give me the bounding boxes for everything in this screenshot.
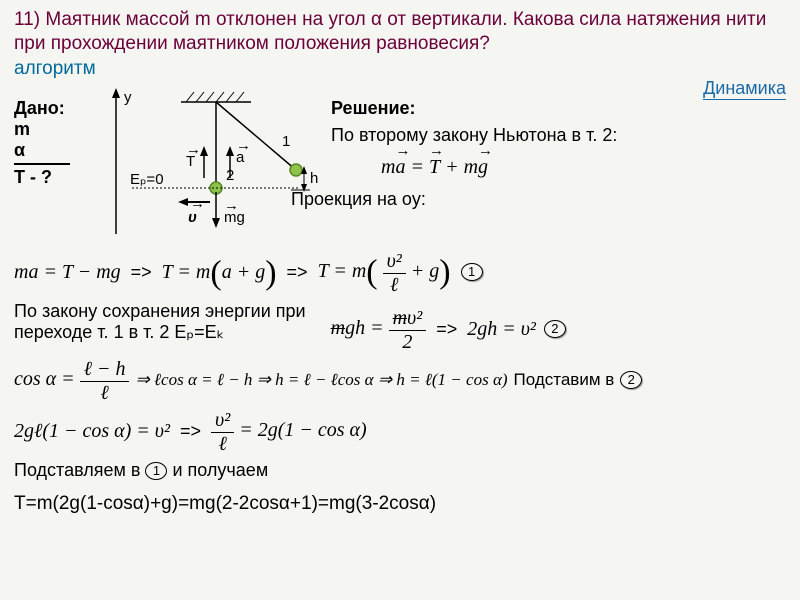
eq-proj-mid: T = m(a + g) [162, 261, 277, 284]
eq-cos-row: cos α = ℓ − hℓ ⇒ ℓcos α = ℓ − h ⇒ h = ℓ … [14, 358, 786, 403]
eq-energy-lhs: mgh = mυ²2 [331, 307, 427, 352]
ref-1b: 1 [145, 462, 167, 480]
eq-line5a: 2gℓ(1 − cos α) = υ² [14, 420, 170, 443]
pos1-label: 1 [282, 133, 290, 150]
pendulum-diagram: у 1 2 h Eₚ=0 [86, 84, 321, 244]
ref-1: 1 [461, 263, 483, 281]
dynamics-link[interactable]: Динамика [703, 78, 786, 100]
axis-y-label: у [124, 89, 132, 106]
implies-1: => [131, 262, 152, 283]
eq-line5: 2gℓ(1 − cos α) = υ² => υ²ℓ = 2g(1 − cos … [14, 409, 786, 454]
given-m: m [14, 119, 86, 140]
problem-statement: 11) Маятник массой m отклонен на угол α … [14, 8, 786, 56]
ref-2a: 2 [544, 320, 566, 338]
answer: T=m(2g(1-cosα)+g)=mg(2-2cosα+1)=mg(3-2co… [14, 493, 786, 515]
svg-text:→: → [224, 197, 239, 214]
subst-text-2: Подставим в [514, 370, 615, 390]
energy-text-1: По закону сохранения энергии при [14, 301, 306, 322]
implies-2: => [287, 262, 308, 283]
energy-row: По закону сохранения энергии при переход… [14, 301, 786, 352]
given-title: Дано: [14, 98, 86, 119]
given-question: T - ? [14, 167, 86, 188]
eq-projection-row: ma = T − mg => T = m(a + g) => T = m( υ²… [14, 250, 786, 295]
svg-text:→: → [190, 195, 205, 212]
ref-2b: 2 [620, 371, 642, 389]
eq-cos-chain: ⇒ ℓcos α = ℓ − h ⇒ h = ℓ − ℓcos α ⇒ h = … [135, 370, 507, 390]
implies-3: => [436, 319, 457, 340]
given-alpha: α [14, 140, 86, 161]
eq-newton-vector: ma = T + mg [381, 156, 786, 179]
eq-cos-lhs: cos α = ℓ − hℓ [14, 358, 129, 403]
ep-label: Eₚ=0 [130, 171, 164, 188]
eq-energy-rhs: 2gh = υ² [467, 318, 536, 341]
eq-line5b: υ²ℓ = 2g(1 − cos α) [211, 409, 367, 454]
eq-proj-lhs: ma = T − mg [14, 261, 121, 284]
eq-proj-rhs: T = m( υ²ℓ + g) [318, 250, 451, 295]
svg-text:→: → [236, 137, 251, 154]
projection-text: Проекция на оy: [291, 189, 786, 210]
given-block: Дано: m α T - ? [14, 98, 86, 188]
subst-line: Подставляем в 1 и получаем [14, 460, 786, 481]
h-label: h [310, 170, 318, 187]
given-rule [14, 163, 70, 165]
svg-text:→: → [186, 141, 201, 158]
solution-title: Решение: [331, 98, 786, 119]
algorithm-link[interactable]: алгоритм [14, 58, 786, 80]
energy-text-2: переходе т. 1 в т. 2 Eₚ=Eₖ [14, 322, 306, 343]
implies-4: => [180, 421, 201, 442]
